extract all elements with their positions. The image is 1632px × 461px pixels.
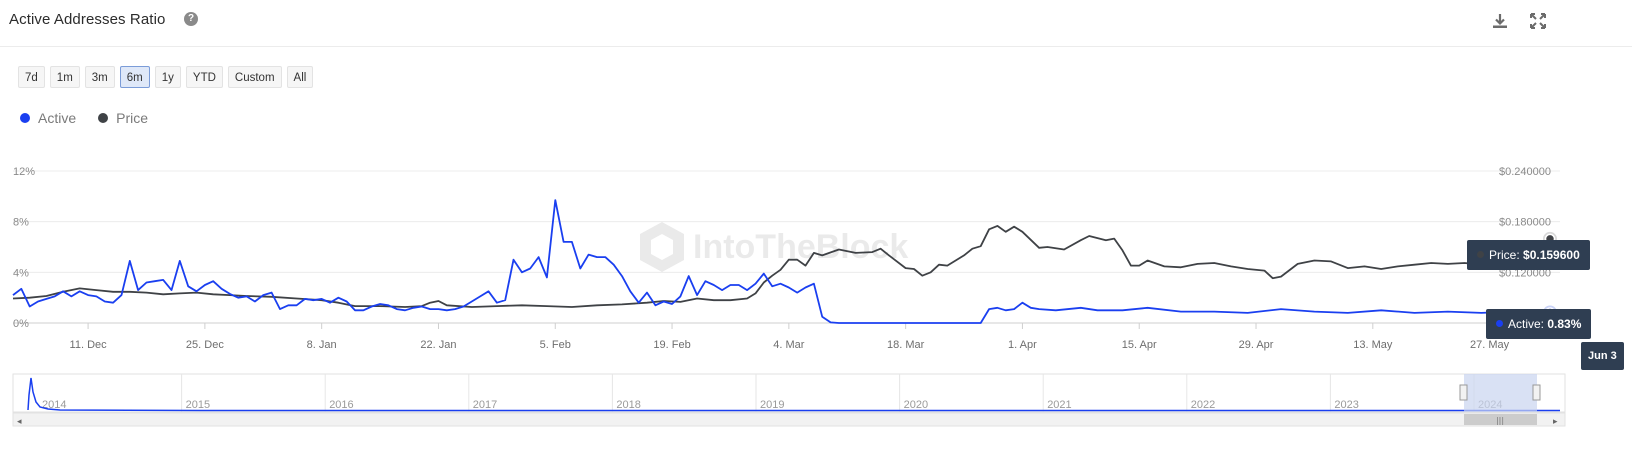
y-right-tick-label: $0.180000	[1499, 217, 1551, 229]
watermark-logo: IntoTheBlock	[640, 222, 908, 272]
scrollbar-thumb[interactable]	[1464, 414, 1537, 425]
legend-label-active: Active	[38, 110, 77, 126]
legend-item-active[interactable]: Active	[20, 110, 76, 126]
x-tick-label: 22. Jan	[420, 339, 456, 351]
y-left-tick-label: 0%	[13, 318, 29, 330]
active-tooltip-dot	[1496, 320, 1503, 327]
x-tick-label: 11. Dec	[70, 339, 108, 351]
chart-header: Active Addresses Ratio ?	[0, 0, 1632, 47]
x-tick-label: 8. Jan	[307, 339, 337, 351]
navigator-year-label: 2022	[1191, 399, 1215, 411]
navigator-handle-right[interactable]	[1532, 384, 1541, 401]
scroll-right-arrow[interactable]: ▸	[1553, 417, 1558, 427]
navigator-year-label: 2021	[1047, 399, 1071, 411]
chart-legend: Active Price	[20, 110, 148, 126]
help-icon[interactable]: ?	[184, 12, 198, 26]
navigator-year-label: 2023	[1334, 399, 1358, 411]
y-right-tick-label: $0.120000	[1499, 267, 1551, 279]
active-tooltip-value: 0.83%	[1547, 317, 1582, 331]
x-tick-label: 5. Feb	[540, 339, 571, 351]
x-tick-label: 27. May	[1470, 339, 1510, 351]
date-tooltip: Jun 3	[1581, 342, 1624, 370]
navigator-frame	[12, 373, 1566, 413]
x-tick-label: 29. Apr	[1239, 339, 1274, 351]
range-button-custom[interactable]: Custom	[227, 66, 282, 88]
range-button-7d[interactable]: 7d	[18, 66, 45, 88]
scroll-left-arrow[interactable]: ◂	[17, 417, 22, 427]
active-series-line	[12, 199, 1549, 324]
range-button-1m[interactable]: 1m	[49, 66, 80, 88]
navigator-year-label: 2014	[42, 399, 66, 411]
navigator-handle-left[interactable]	[1459, 384, 1468, 401]
page-title: Active Addresses Ratio	[9, 11, 166, 28]
x-tick-label: 1. Apr	[1008, 339, 1037, 351]
price-tooltip: Price: $0.159600	[1467, 240, 1590, 270]
price-tooltip-value: $0.159600	[1523, 248, 1580, 262]
y-right-tick-label: $0.240000	[1499, 166, 1551, 178]
navigator-year-label: 2019	[760, 399, 784, 411]
range-button-ytd[interactable]: YTD	[185, 66, 223, 88]
x-tick-label: 25. Dec	[186, 339, 224, 351]
scrollbar-track[interactable]	[12, 412, 1566, 427]
range-button-all[interactable]: All	[286, 66, 314, 88]
navigator-year-label: 2020	[904, 399, 928, 411]
y-left-tick-label: 4%	[13, 267, 29, 279]
navigator-year-label: 2015	[186, 399, 210, 411]
navigator-selection	[1464, 374, 1537, 412]
x-tick-label: 19. Feb	[653, 339, 690, 351]
legend-item-price[interactable]: Price	[98, 110, 148, 126]
legend-dot-active	[20, 113, 30, 123]
active-tooltip: Active: 0.83%	[1486, 309, 1592, 339]
scrollbar-grip: |||	[1496, 416, 1504, 425]
download-icon[interactable]	[1490, 11, 1510, 31]
fullscreen-icon[interactable]	[1528, 11, 1548, 31]
x-tick-label: 4. Mar	[773, 339, 805, 351]
y-left-tick-label: 8%	[13, 217, 29, 229]
range-selector: 7d 1m 3m 6m 1y YTD Custom All	[18, 66, 314, 88]
navigator-year-label: 2018	[616, 399, 640, 411]
x-tick-label: 18. Mar	[887, 339, 925, 351]
legend-dot-price	[98, 113, 109, 123]
navigator: 2014 2015 2016 2017 2018 2019 2020 2021 2022 2023…	[12, 373, 1566, 413]
navigator-year-label: 2016	[329, 399, 353, 411]
navigator-series-line	[27, 377, 1560, 412]
range-button-1y[interactable]: 1y	[154, 66, 181, 88]
active-tooltip-label: Active:	[1508, 317, 1545, 331]
y-left-tick-label: 12%	[13, 166, 35, 178]
range-button-3m[interactable]: 3m	[84, 66, 115, 88]
legend-label-price: Price	[116, 110, 149, 126]
price-tooltip-dot	[1477, 251, 1484, 258]
x-tick-label: 13. May	[1353, 339, 1393, 351]
navigator-year-label: 2017	[473, 399, 497, 411]
price-tooltip-label: Price:	[1489, 248, 1520, 262]
watermark-hex-icon	[640, 222, 684, 272]
x-tick-label: 15. Apr	[1122, 339, 1157, 351]
watermark-text: IntoTheBlock	[693, 228, 908, 266]
range-button-6m[interactable]: 6m	[119, 66, 150, 88]
